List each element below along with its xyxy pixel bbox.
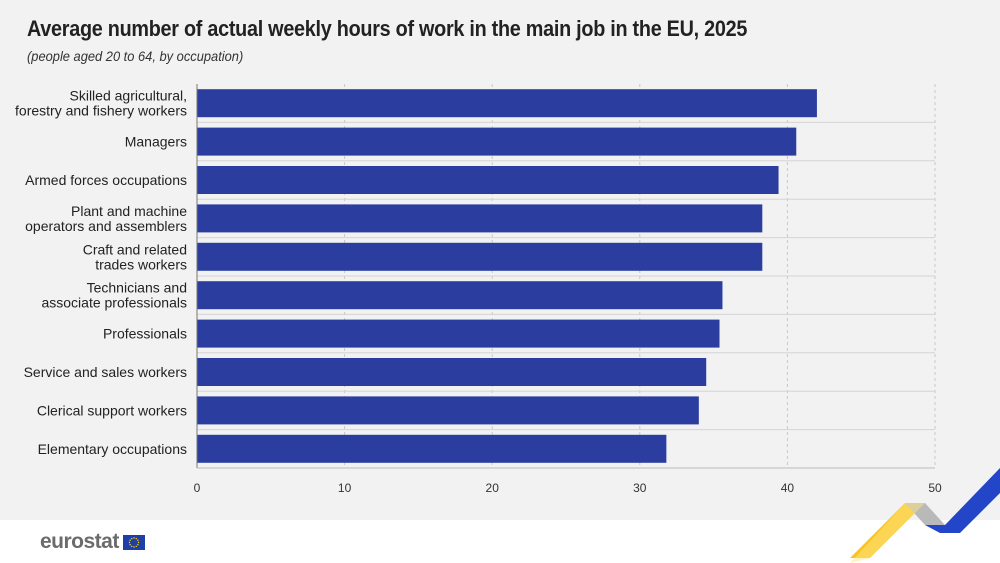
x-tick-label: 20 (486, 481, 500, 495)
category-label: Clerical support workers (37, 402, 187, 418)
eu-flag-icon (122, 534, 145, 550)
bar (197, 319, 720, 348)
flag-star (128, 541, 131, 543)
x-tick-label: 30 (633, 481, 647, 495)
bar (197, 204, 763, 233)
category-label: associate professionals (41, 295, 187, 311)
category-label: trades workers (95, 256, 187, 272)
category-label: Service and sales workers (24, 364, 187, 380)
flag-star (137, 539, 139, 541)
logo-text: eurostat (40, 530, 119, 553)
flag-star (130, 545, 133, 547)
category-label: Craft and related (83, 241, 187, 257)
flag-star (137, 543, 139, 545)
category-label: Professionals (103, 326, 187, 342)
category-label: Skilled agricultural, (70, 88, 188, 104)
category-label: Managers (125, 134, 187, 150)
bar (197, 281, 723, 310)
flag-star (129, 539, 131, 541)
flag-star (133, 545, 135, 548)
flag-star (135, 537, 137, 539)
x-tick-label: 0 (194, 481, 201, 495)
bar (197, 396, 699, 425)
bar (197, 127, 797, 156)
footer (0, 520, 1000, 563)
bar (197, 166, 779, 194)
chart-subtitle: (people aged 20 to 64, by occupation) (27, 48, 244, 64)
category-label: Plant and machine (71, 203, 187, 219)
x-tick-label: 40 (781, 481, 795, 495)
chart-title: Average number of actual weekly hours of… (27, 16, 748, 41)
category-label: forestry and fishery workers (15, 103, 187, 119)
bar (197, 358, 707, 386)
flag-star (135, 545, 137, 547)
flag-star (129, 543, 131, 545)
x-tick-label: 10 (338, 481, 352, 495)
flag-star (133, 536, 135, 539)
bar (197, 242, 763, 271)
bar-chart: Skilled agricultural,forestry and fisher… (15, 84, 942, 495)
flag-star (137, 541, 140, 543)
eurostat-ribbon-icon (850, 468, 1000, 563)
bar (197, 434, 667, 463)
category-label: Armed forces occupations (25, 172, 187, 188)
category-label: Technicians and (87, 280, 187, 296)
eurostat-logo: eurostat (40, 530, 145, 554)
flag-star (130, 537, 133, 539)
category-label: Elementary occupations (38, 441, 187, 457)
bar (197, 89, 817, 118)
category-label: operators and assemblers (25, 218, 187, 234)
x-tick-label: 50 (928, 481, 942, 495)
